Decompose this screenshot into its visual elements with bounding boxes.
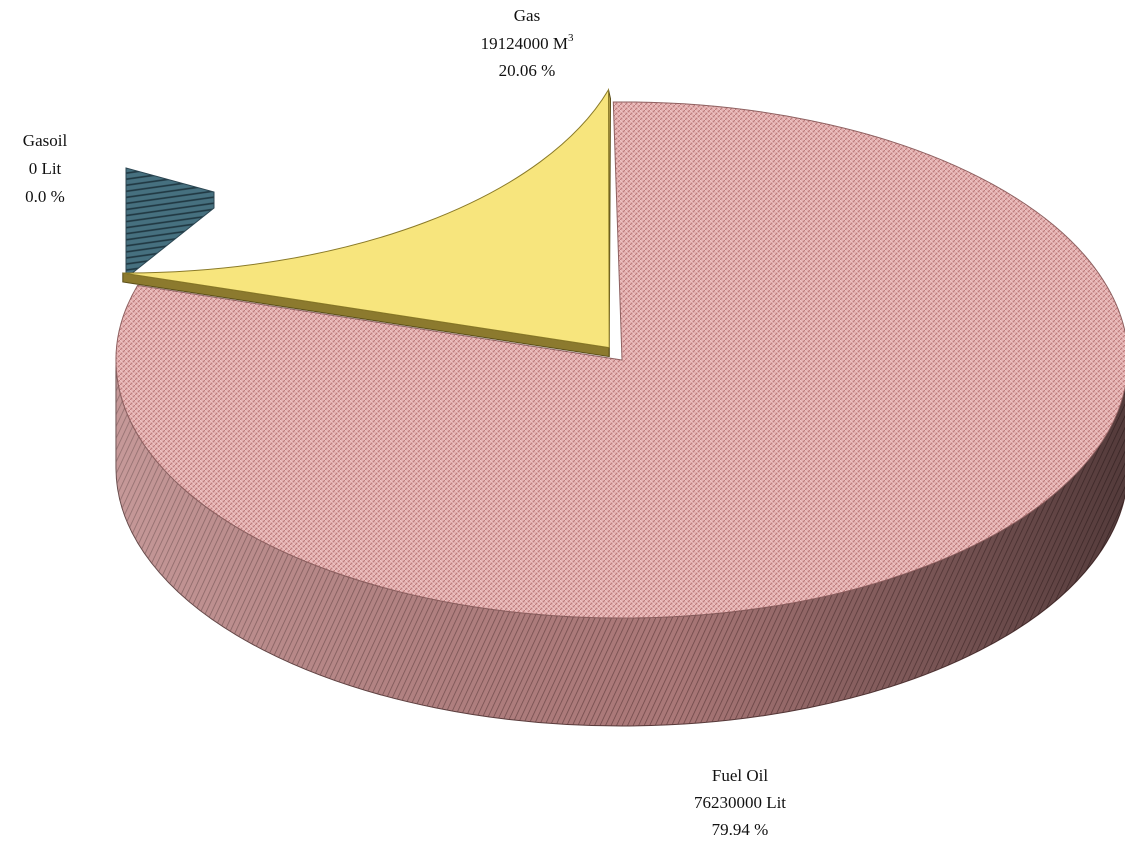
slice-label-gasoil: Gasoil 0 Lit 0.0 % xyxy=(23,131,68,206)
pie-slice-fuel-oil xyxy=(115,101,1125,619)
pie-slice-fuel-oil-shade xyxy=(116,360,1125,726)
label-fuel-oil-amount: 76230000 Lit xyxy=(694,793,786,812)
label-fuel-oil-name: Fuel Oil xyxy=(712,766,768,785)
slice-label-gas: Gas 19124000 M3 20.06 % xyxy=(481,6,574,80)
pie-slice-gasoil xyxy=(125,167,215,280)
label-gas-amount: 19124000 M3 xyxy=(481,32,574,53)
label-gasoil-percent: 0.0 % xyxy=(25,187,65,206)
label-gasoil-name: Gasoil xyxy=(23,131,68,150)
label-gas-name: Gas xyxy=(514,6,540,25)
label-fuel-oil-percent: 79.94 % xyxy=(712,820,769,839)
slice-label-fuel-oil: Fuel Oil 76230000 Lit 79.94 % xyxy=(694,766,786,839)
label-gasoil-amount: 0 Lit xyxy=(29,159,62,178)
label-gas-percent: 20.06 % xyxy=(499,61,556,80)
pie-slice-gas xyxy=(122,87,610,349)
